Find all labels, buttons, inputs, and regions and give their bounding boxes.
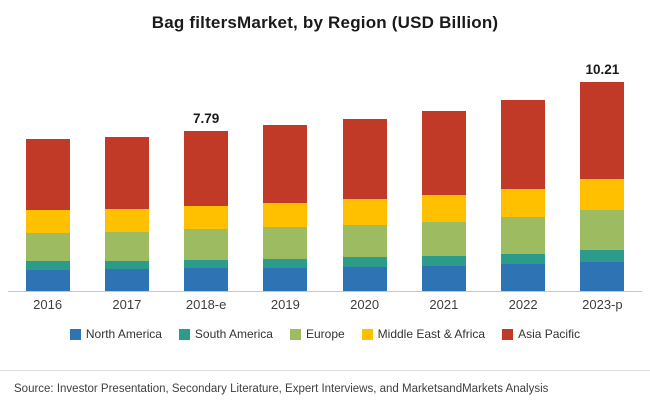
- bar-segment: [184, 229, 229, 260]
- bar-segment: [104, 208, 149, 232]
- bar-value-label: 10.21: [585, 61, 620, 77]
- bar-column: [87, 137, 166, 291]
- bar-segment: [184, 131, 229, 206]
- legend-item: Asia Pacific: [502, 327, 580, 341]
- x-axis-label: 2020: [350, 297, 380, 312]
- bar-segment: [421, 194, 466, 222]
- bar-segment: [25, 269, 70, 291]
- bar-segment: [263, 202, 308, 228]
- bar-segment: [421, 255, 466, 266]
- source-row: Source: Investor Presentation, Secondary…: [0, 370, 650, 407]
- bar-segment: [104, 231, 149, 261]
- x-axis-label: 2016: [33, 297, 63, 312]
- bar-value-label: 7.79: [192, 111, 220, 127]
- bar-segment: [342, 266, 387, 291]
- plot-area: 7.79 10.21: [8, 47, 642, 292]
- x-axis-label: 2019: [270, 297, 300, 312]
- bar-segment: [104, 137, 149, 209]
- bar-stack: [25, 139, 70, 291]
- x-axis-label: 2018-e: [185, 297, 227, 312]
- x-axis-labels: 2016 2017 2018-e 2019 2020 2021 2022 2023-p: [8, 297, 642, 312]
- legend-swatch: [178, 328, 190, 340]
- legend-label: Middle East & Africa: [377, 327, 486, 341]
- legend-swatch: [361, 328, 373, 340]
- bar-segment: [501, 217, 546, 254]
- bar-segment: [184, 268, 229, 291]
- bar-column: [325, 119, 404, 291]
- bar-segment: [263, 125, 308, 203]
- bar-column: [246, 125, 325, 291]
- bar-stack: [184, 131, 229, 291]
- bar-column: 7.79: [167, 111, 246, 291]
- bar-segment: [342, 224, 387, 258]
- legend: North America South America Europe Middle E…: [0, 327, 650, 341]
- bar-segment: [342, 257, 387, 267]
- bar-segment: [501, 253, 546, 265]
- bar-stack: [263, 125, 308, 291]
- bar-segment: [421, 265, 466, 291]
- bar-stack: [104, 137, 149, 291]
- bar-segment: [501, 188, 546, 218]
- legend-label: Europe: [305, 327, 345, 341]
- legend-swatch: [289, 328, 301, 340]
- source-text: Source: Investor Presentation, Secondary…: [14, 383, 549, 395]
- bar-segment: [263, 227, 308, 259]
- bar-segment: [104, 260, 149, 270]
- bar-segment: [263, 258, 308, 268]
- legend-item: Europe: [289, 327, 345, 341]
- bar-segment: [580, 210, 625, 251]
- bar-column: [404, 110, 483, 291]
- bar-stack: [342, 119, 387, 291]
- bar-segment: [421, 221, 466, 256]
- bar-segment: [184, 205, 229, 230]
- legend-swatch: [69, 328, 81, 340]
- bar-segment: [580, 261, 625, 291]
- bar-column: 10.21: [563, 62, 642, 291]
- legend-label: Asia Pacific: [518, 327, 581, 341]
- bar-column: [484, 99, 563, 291]
- legend-label: South America: [194, 327, 273, 341]
- x-axis-label: 2021: [429, 297, 459, 312]
- x-axis-label: 2017: [112, 297, 142, 312]
- bar-segment: [501, 99, 546, 189]
- legend-label: North America: [85, 327, 162, 341]
- bar-segment: [342, 119, 387, 200]
- bar-segment: [580, 81, 625, 180]
- bar-segment: [25, 210, 70, 233]
- legend-item: North America: [69, 327, 162, 341]
- bar-stack: [421, 110, 466, 291]
- bar-segment: [25, 139, 70, 211]
- x-axis-label: 2023-p: [582, 297, 623, 312]
- bar-segment: [580, 179, 625, 211]
- bar-segment: [184, 259, 229, 269]
- bar-segment: [421, 110, 466, 195]
- bar-segment: [580, 250, 625, 262]
- legend-item: South America: [178, 327, 273, 341]
- legend-item: Middle East & Africa: [361, 327, 486, 341]
- legend-swatch: [502, 328, 514, 340]
- chart-title: Bag filtersMarket, by Region (USD Billio…: [151, 13, 499, 32]
- bar-column: [8, 139, 87, 291]
- bar-segment: [25, 261, 70, 270]
- bar-stack: [501, 99, 546, 291]
- bar-segment: [263, 267, 308, 291]
- bar-stack: [580, 81, 625, 291]
- bar-segment: [501, 264, 546, 291]
- bar-segment: [342, 199, 387, 225]
- x-axis-label: 2022: [508, 297, 538, 312]
- bar-segment: [104, 269, 149, 291]
- bar-segment: [25, 232, 70, 262]
